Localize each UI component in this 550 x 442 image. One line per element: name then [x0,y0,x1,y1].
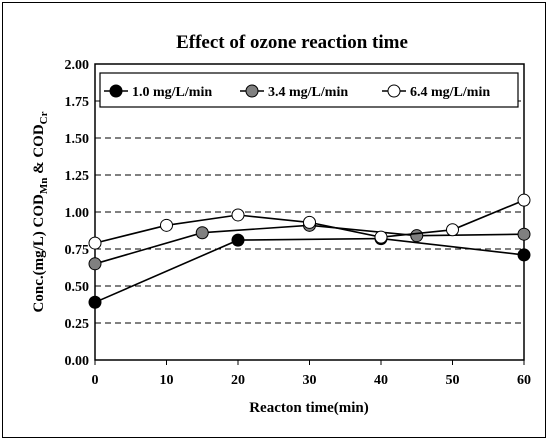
legend-marker [387,84,401,98]
y-tick-label: 2.00 [65,58,90,73]
y-axis-title-sub1: Mn [38,178,50,195]
legend-label: 6.4 mg/L/min [410,85,490,100]
data-point [231,233,245,247]
chart-title: Effect of ozone reaction time [176,32,408,53]
data-point [374,230,388,244]
x-tick-label: 10 [160,373,174,388]
series-line [94,237,525,304]
data-point [517,193,531,207]
data-point [303,215,316,229]
legend-item-1: 1.0 mg/L/min [104,84,212,100]
x-tick-label: 60 [517,373,531,388]
x-axis-title: Reacton time(min) [249,400,369,416]
legend-marker [245,84,259,98]
data-point [446,223,459,237]
y-tick-label: 1.75 [65,95,90,110]
y-axis-title: Conc.(mg/L) CODMn & CODCr [31,111,50,312]
data-point [231,208,245,222]
legend-marker [109,84,123,98]
data-point [195,226,209,240]
data-point [517,248,531,262]
y-axis-title-prefix: Conc.(mg/L) COD [31,194,47,312]
data-point [88,236,102,250]
data-point [160,218,173,232]
series-3 [88,193,531,250]
y-tick-label: 0.00 [65,354,90,369]
legend-box [99,72,519,108]
x-tick-label: 40 [374,373,388,388]
data-point [88,295,102,309]
legend-item-3: 6.4 mg/L/min [382,84,490,100]
y-tick-label: 1.50 [65,132,90,147]
legend-item-2: 3.4 mg/L/min [240,84,348,100]
x-tick-label: 30 [303,373,317,388]
data-point [410,229,424,243]
y-tick-label: 0.25 [65,317,90,332]
y-axis-ticks: 0.00 0.25 0.50 0.75 1.00 1.25 1.50 1.75 2.00 [65,58,90,369]
y-tick-label: 1.25 [65,169,90,184]
y-tick-label: 1.00 [65,206,90,221]
legend-label: 1.0 mg/L/min [132,85,212,100]
x-tick-label: 0 [92,373,99,388]
series-layer [88,193,531,309]
data-point [517,227,531,241]
y-axis-title-sub2: Cr [38,111,50,124]
y-tick-label: 0.50 [65,280,90,295]
x-tick-label: 50 [446,373,460,388]
y-axis-title-middle: & COD [31,124,47,177]
legend-label: 3.4 mg/L/min [268,85,348,100]
legend: 1.0 mg/L/min 3.4 mg/L/min 6.4 mg/L/min [99,72,519,108]
x-axis-ticks: 0 10 20 30 40 50 60 [92,360,531,388]
data-point [88,257,102,271]
x-tick-label: 20 [231,373,245,388]
y-tick-label: 0.75 [65,243,90,258]
